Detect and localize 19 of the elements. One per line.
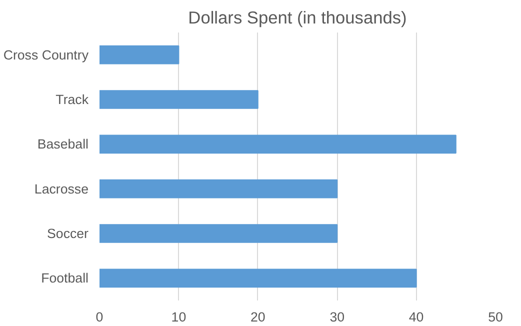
bar — [100, 90, 258, 109]
y-tick-label: Lacrosse — [34, 181, 89, 196]
x-tick-label: 30 — [330, 310, 345, 324]
x-tick-label: 20 — [250, 310, 266, 324]
y-tick-label: Soccer — [47, 226, 90, 241]
y-tick-label: Baseball — [37, 136, 89, 152]
x-tick-label: 10 — [171, 310, 186, 324]
bar — [100, 45, 180, 64]
y-tick-label: Track — [56, 92, 89, 107]
bar — [100, 268, 417, 288]
chart-title: Dollars Spent (in thousands) — [188, 8, 407, 28]
y-tick-label: Football — [41, 270, 89, 286]
x-tick-label: 40 — [408, 310, 424, 324]
bar — [100, 224, 338, 243]
bar — [100, 179, 338, 198]
y-tick-label: Cross Country — [3, 47, 89, 62]
x-tick-label: 50 — [488, 310, 503, 324]
x-tick-label: 0 — [96, 310, 104, 324]
bar — [100, 134, 456, 154]
